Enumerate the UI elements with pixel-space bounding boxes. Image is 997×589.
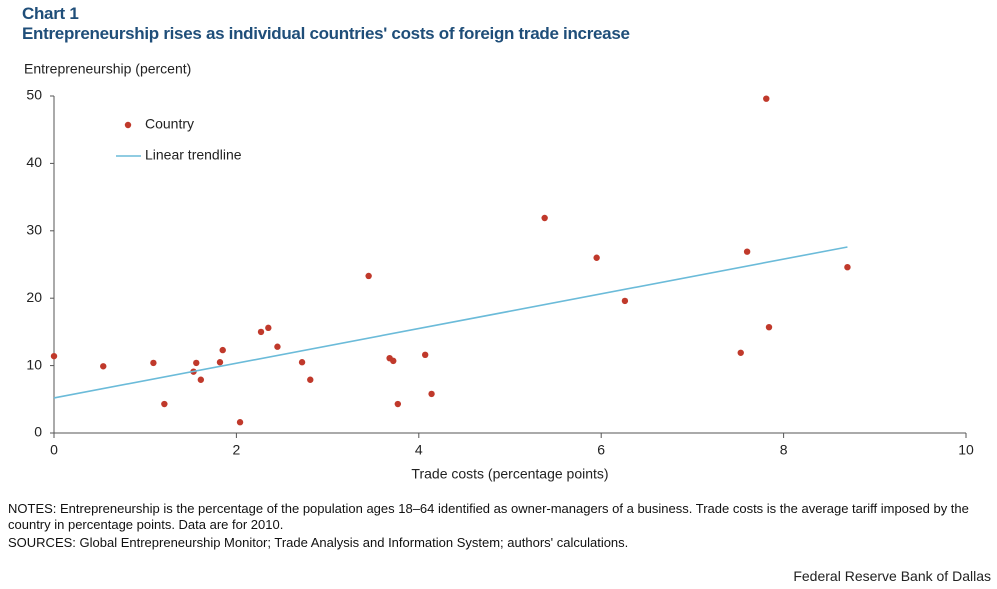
legend-label: Country: [145, 116, 194, 132]
data-point: [216, 359, 224, 366]
data-point: [390, 357, 397, 365]
y-axis-label: Entrepreneurship (percent): [24, 61, 191, 77]
chart-subtitle: Entrepreneurship rises as individual cou…: [22, 24, 630, 43]
y-tick-label: 50: [26, 87, 42, 103]
x-tick-label: 2: [233, 442, 241, 458]
y-tick-label: 40: [26, 154, 42, 170]
data-point: [593, 254, 600, 261]
data-point: [257, 328, 265, 336]
data-point: [219, 346, 226, 354]
data-point: [50, 352, 58, 360]
data-point: [763, 95, 770, 102]
notes: NOTES: Entrepreneurship is the percentag…: [8, 501, 969, 532]
data-point: [621, 297, 629, 305]
data-point: [265, 324, 272, 332]
x-tick-label: 8: [780, 442, 788, 458]
trendline: [53, 246, 848, 399]
chart-title: Chart 1: [22, 4, 79, 23]
data-point: [197, 376, 205, 383]
sources: SOURCES: Global Entrepreneurship Monitor…: [8, 535, 629, 550]
x-axis-label: Trade costs (percentage points): [411, 466, 608, 482]
data-point: [236, 419, 244, 426]
x-tick-label: 4: [415, 442, 423, 458]
data-point: [365, 272, 372, 280]
credit: Federal Reserve Bank of Dallas: [793, 568, 991, 584]
x-tick-label: 10: [958, 442, 974, 458]
data-point: [737, 349, 744, 356]
data-point: [307, 376, 314, 383]
y-tick-label: 10: [26, 356, 42, 372]
y-tick-label: 30: [26, 222, 42, 238]
x-tick-label: 0: [50, 442, 58, 458]
data-point: [765, 323, 773, 331]
data-point: [274, 343, 281, 350]
data-point: [150, 359, 157, 367]
data-point: [161, 400, 168, 408]
legend-label: Linear trendline: [145, 147, 242, 163]
data-point: [844, 263, 851, 271]
y-tick-label: 0: [34, 424, 42, 440]
data-point: [743, 248, 751, 255]
data-point: [298, 359, 306, 366]
y-tick-label: 20: [26, 289, 42, 305]
data-point: [428, 390, 435, 398]
data-point: [193, 359, 200, 367]
data-point: [421, 351, 429, 359]
data-point: [541, 214, 548, 222]
legend-marker: [124, 121, 132, 129]
data-point: [394, 400, 402, 408]
chart: Entrepreneurship (percent) Trade costs (p…: [24, 61, 974, 482]
x-tick-label: 6: [597, 442, 605, 458]
data-point: [100, 363, 107, 370]
